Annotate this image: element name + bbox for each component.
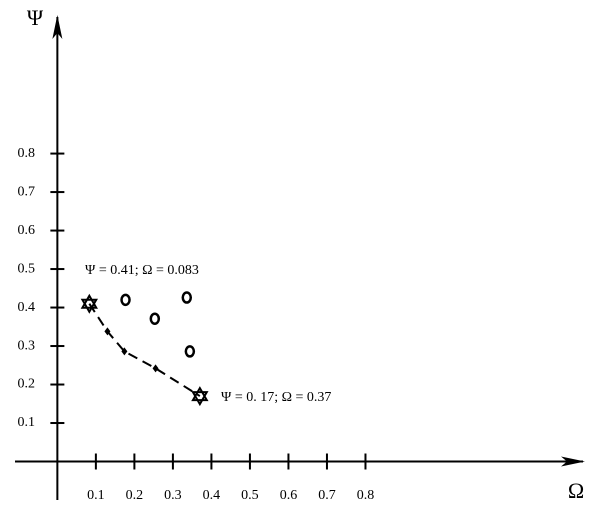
y-arrow (52, 15, 63, 39)
y-tick-label: 0.6 (18, 223, 36, 238)
annotation: Ψ = 0. 17; Ω = 0.37 (221, 390, 331, 405)
circle-marker (181, 291, 193, 304)
y-tick-label: 0.7 (18, 184, 36, 199)
x-tick-label: 0.2 (126, 488, 144, 503)
x-tick-label: 0.8 (357, 488, 375, 503)
y-tick-label: 0.8 (18, 146, 36, 161)
x-tick-label: 0.1 (87, 488, 105, 503)
star-marker (80, 293, 98, 314)
y-axis-label: Ψ (27, 5, 44, 30)
y-tick-label: 0.1 (18, 415, 36, 430)
x-tick-label: 0.4 (203, 488, 221, 503)
y-tick-label: 0.5 (18, 261, 36, 276)
diamond-marker (152, 364, 159, 373)
x-arrow (561, 456, 585, 467)
circle-marker (184, 345, 196, 358)
circle-marker (120, 293, 131, 307)
x-tick-label: 0.5 (241, 488, 259, 503)
fit-curve (88, 303, 201, 397)
x-axis-label: Ω (568, 478, 584, 503)
y-tick-label: 0.4 (18, 300, 36, 315)
y-tick-label: 0.3 (18, 338, 36, 353)
x-tick-label: 0.6 (280, 488, 298, 503)
y-tick-label: 0.2 (18, 377, 36, 392)
x-tick-label: 0.7 (318, 488, 336, 503)
circle-marker (149, 312, 161, 325)
star-marker (191, 386, 209, 407)
annotation: Ψ = 0.41; Ω = 0.083 (85, 263, 199, 278)
x-tick-label: 0.3 (164, 488, 182, 503)
